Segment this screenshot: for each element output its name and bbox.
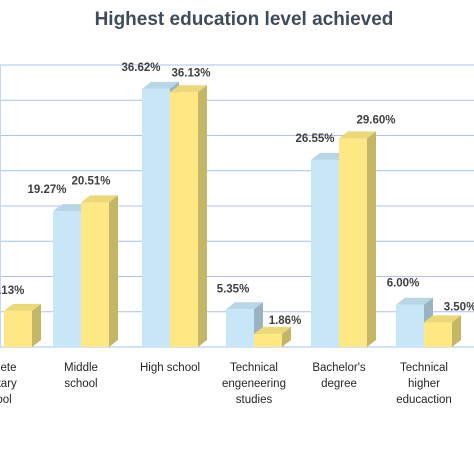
data-label: 5.13% (0, 285, 24, 297)
bar-side (282, 326, 291, 347)
bar-front (4, 310, 32, 347)
data-label: 6.00% (387, 278, 420, 290)
data-label: 5.35% (217, 283, 250, 295)
bar-top (226, 302, 263, 310)
data-label: 3.50% (444, 301, 474, 313)
data-label: 29.60% (356, 114, 395, 126)
category-label: High school (140, 362, 200, 374)
bar-top (311, 152, 348, 160)
data-label: 36.13% (171, 67, 210, 79)
bar-s2-3 (170, 85, 207, 347)
bar-top (81, 195, 118, 203)
bar-top (4, 303, 41, 311)
data-label: 26.55% (295, 133, 334, 145)
bar-s2-1 (4, 303, 41, 347)
bar-top (142, 81, 179, 89)
bar-s2-5 (339, 131, 376, 347)
bar-side (367, 131, 376, 347)
category-label: Middle school (64, 362, 98, 390)
bar-front (424, 322, 452, 347)
bar-top (53, 204, 90, 212)
data-label: 20.51% (71, 175, 110, 187)
category-label: Technical higher educaction (396, 362, 452, 406)
bar-top (424, 315, 461, 323)
bar-front (396, 304, 424, 347)
bar-front (254, 333, 282, 347)
bar-front (142, 88, 170, 347)
bar-s2-2 (81, 195, 118, 347)
bar-top (396, 297, 433, 305)
bar-side (198, 85, 207, 347)
bar-front (226, 309, 254, 347)
data-label: 36.62% (121, 62, 160, 74)
bar-front (311, 159, 339, 347)
data-label: 19.27% (27, 184, 66, 196)
bar-side (32, 303, 41, 347)
bar-top (339, 131, 376, 139)
bar-s2-6 (424, 315, 461, 347)
category-label: Bachelor's degree (312, 362, 366, 390)
bars (4, 81, 461, 347)
bar-side (452, 315, 461, 347)
data-labels: 19.27% 36.62% 5.35% 26.55% 6.00% 5.13% 20.51% 3… (0, 62, 474, 327)
bar-top (170, 85, 207, 93)
data-label: 1.86% (269, 315, 302, 327)
bar-front (81, 202, 109, 347)
bar-front (170, 92, 198, 347)
category-label: pletentaryool (0, 362, 17, 406)
chart-title: Highest education level achieved (95, 9, 394, 30)
bar-front (53, 211, 81, 347)
bar-top (254, 326, 291, 334)
bar-front (339, 138, 367, 347)
bar-side (109, 195, 118, 347)
category-label: Technical engeneering studies (222, 362, 286, 406)
bar-s2-4 (254, 326, 291, 347)
